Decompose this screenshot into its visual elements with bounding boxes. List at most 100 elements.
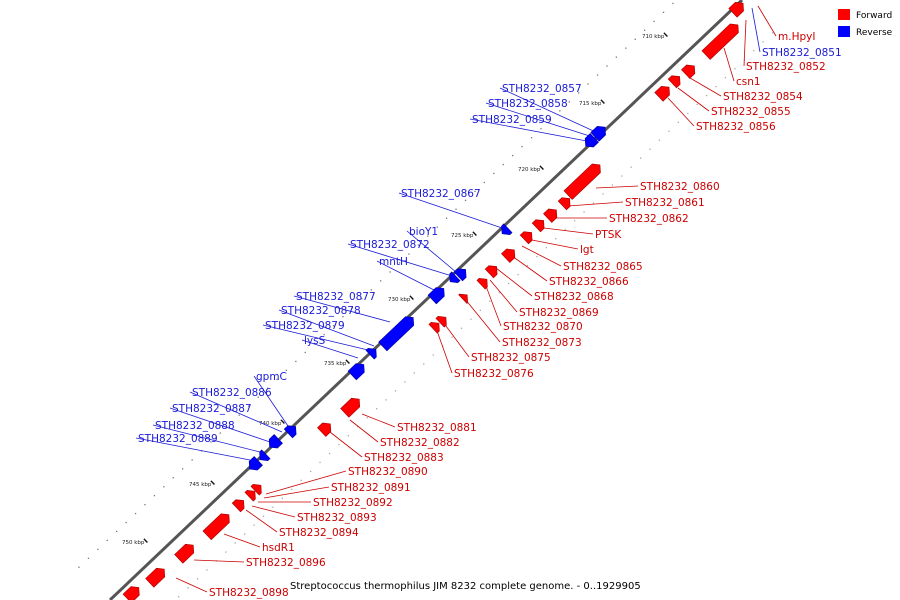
forward-gene-arrow[interactable] <box>728 0 747 18</box>
reverse-gene-arrow[interactable] <box>256 449 271 464</box>
forward-gene-label[interactable]: m.HpyI <box>778 31 815 43</box>
forward-gene-arrow[interactable] <box>458 291 472 304</box>
forward-gene-label[interactable]: csn1 <box>736 76 761 88</box>
forward-gene-label[interactable]: STH8232_0892 <box>313 497 393 509</box>
forward-gene-label[interactable]: STH8232_0891 <box>331 482 411 494</box>
gene-labels: m.HpyI STH8232_0852 csn1 STH8232_0854 STH823… <box>138 31 842 599</box>
reverse-gene-label[interactable]: STH8232_0878 <box>281 305 361 317</box>
reverse-gene-label[interactable]: STH8232_0851 <box>762 47 842 59</box>
forward-gene-label[interactable]: STH8232_0893 <box>297 512 377 524</box>
forward-gene-arrow[interactable] <box>543 206 561 223</box>
forward-gene-label[interactable]: STH8232_0875 <box>471 352 551 364</box>
forward-gene-arrow[interactable] <box>174 541 198 564</box>
forward-gene-label[interactable]: STH8232_0898 <box>209 587 289 599</box>
reverse-gene-label[interactable]: STH8232_0887 <box>172 403 252 415</box>
forward-gene-arrow[interactable] <box>202 510 233 541</box>
forward-gene-arrow[interactable] <box>231 496 248 513</box>
forward-gene-label[interactable]: STH8232_0883 <box>364 452 444 464</box>
forward-gene-label[interactable]: STH8232_0882 <box>380 437 460 449</box>
forward-gene-label[interactable]: STH8232_0866 <box>549 276 629 288</box>
reverse-gene-label[interactable]: bioY1 <box>409 226 438 238</box>
forward-gene-label[interactable]: STH8232_0890 <box>348 466 428 478</box>
reverse-gene-label[interactable]: STH8232_0858 <box>488 98 568 110</box>
forward-gene-arrow[interactable] <box>681 62 699 79</box>
forward-gene-arrow[interactable] <box>484 262 501 279</box>
forward-gene-arrow[interactable] <box>667 72 684 89</box>
reverse-gene-arrow[interactable] <box>365 345 380 360</box>
forward-gene-label[interactable]: STH8232_0861 <box>625 197 705 209</box>
forward-gene-leader <box>223 533 261 548</box>
reverse-gene-label[interactable]: STH8232_0879 <box>265 320 345 332</box>
reverse-gene-arrow[interactable] <box>446 271 461 286</box>
forward-gene-arrow[interactable] <box>501 246 519 263</box>
reverse-gene-arrow[interactable] <box>283 422 300 439</box>
reverse-gene-label[interactable]: gpmC <box>256 371 287 383</box>
forward-gene-label[interactable]: STH8232_0860 <box>640 181 720 193</box>
forward-gene-arrow[interactable] <box>519 228 536 245</box>
reverse-gene-leader <box>262 324 369 351</box>
reverse-gene-label[interactable]: STH8232_0877 <box>296 291 376 303</box>
forward-gene-leader <box>543 227 594 235</box>
forward-gene-arrow[interactable] <box>557 194 574 211</box>
reverse-gene-arrow[interactable] <box>453 265 470 282</box>
forward-gene-arrow[interactable] <box>435 313 450 328</box>
reverse-gene-label[interactable]: STH8232_0857 <box>502 83 582 95</box>
tick-label: 715 kbp <box>579 101 602 107</box>
forward-gene-label[interactable]: STH8232_0869 <box>519 307 599 319</box>
reverse-gene-arrow[interactable] <box>427 284 448 305</box>
forward-gene-label[interactable]: STH8232_0862 <box>609 213 689 225</box>
reverse-gene-arrow[interactable] <box>498 223 513 238</box>
forward-gene-leader <box>464 298 501 343</box>
forward-gene-arrow[interactable] <box>250 481 265 496</box>
forward-gene-label[interactable]: hsdR1 <box>262 542 295 554</box>
reverse-gene-arrow[interactable] <box>590 123 609 142</box>
tick-mark <box>210 480 215 485</box>
reverse-gene-arrow[interactable] <box>266 434 283 452</box>
forward-gene-label[interactable]: STH8232_0894 <box>279 527 359 539</box>
legend-forward-swatch <box>838 9 850 20</box>
reverse-gene-arrow[interactable] <box>246 456 263 474</box>
forward-gene-arrow[interactable] <box>531 216 548 233</box>
forward-gene-arrow[interactable] <box>122 583 143 600</box>
tick-mark <box>600 99 605 104</box>
forward-gene-leader <box>723 47 735 82</box>
forward-gene-label[interactable]: lgt <box>580 244 594 256</box>
reverse-gene-arrow[interactable] <box>347 360 368 381</box>
forward-gene-label[interactable]: STH8232_0852 <box>746 61 826 73</box>
forward-gene-label[interactable]: STH8232_0855 <box>711 106 791 118</box>
forward-gene-label[interactable]: STH8232_0870 <box>503 321 583 333</box>
forward-gene-arrow[interactable] <box>145 565 169 588</box>
reverse-gene-label[interactable]: STH8232_0886 <box>192 387 272 399</box>
reverse-gene-arrow[interactable] <box>378 313 418 352</box>
forward-gene-arrow[interactable] <box>244 487 259 502</box>
forward-gene-arrow[interactable] <box>654 83 673 102</box>
reverse-gene-label[interactable]: mntH <box>379 256 408 268</box>
forward-gene-label[interactable]: STH8232_0873 <box>502 337 582 349</box>
forward-gene-label[interactable]: STH8232_0854 <box>723 91 803 103</box>
forward-gene-arrow[interactable] <box>701 21 742 60</box>
reverse-gene-label[interactable]: STH8232_0888 <box>155 420 235 432</box>
forward-gene-arrow[interactable] <box>428 319 443 334</box>
forward-gene-label[interactable]: STH8232_0896 <box>246 557 326 569</box>
forward-gene-arrow[interactable] <box>563 161 604 200</box>
forward-gene-label[interactable]: STH8232_0865 <box>563 261 643 273</box>
reverse-gene-label[interactable]: lysS <box>304 335 326 347</box>
forward-gene-label[interactable]: STH8232_0856 <box>696 121 776 133</box>
forward-gene-leader <box>689 77 722 97</box>
forward-gene-leader <box>495 267 533 297</box>
forward-gene-label[interactable]: STH8232_0868 <box>534 291 614 303</box>
legend: Forward Reverse <box>838 9 893 38</box>
reverse-gene-leader <box>398 192 509 231</box>
forward-gene-arrow[interactable] <box>340 395 364 418</box>
reverse-gene-label[interactable]: STH8232_0872 <box>350 239 430 251</box>
forward-gene-label[interactable]: PTSK <box>595 229 622 241</box>
forward-gene-label[interactable]: STH8232_0881 <box>397 422 477 434</box>
forward-gene-arrow[interactable] <box>317 420 335 437</box>
forward-gene-label[interactable]: STH8232_0876 <box>454 368 534 380</box>
tick-mark <box>280 419 285 424</box>
reverse-gene-label[interactable]: STH8232_0889 <box>138 433 218 445</box>
reverse-gene-label[interactable]: STH8232_0867 <box>401 188 481 200</box>
reverse-gene-label[interactable]: STH8232_0859 <box>472 114 552 126</box>
forward-gene-arrow[interactable] <box>476 275 491 290</box>
reverse-gene-arrow[interactable] <box>582 133 599 151</box>
